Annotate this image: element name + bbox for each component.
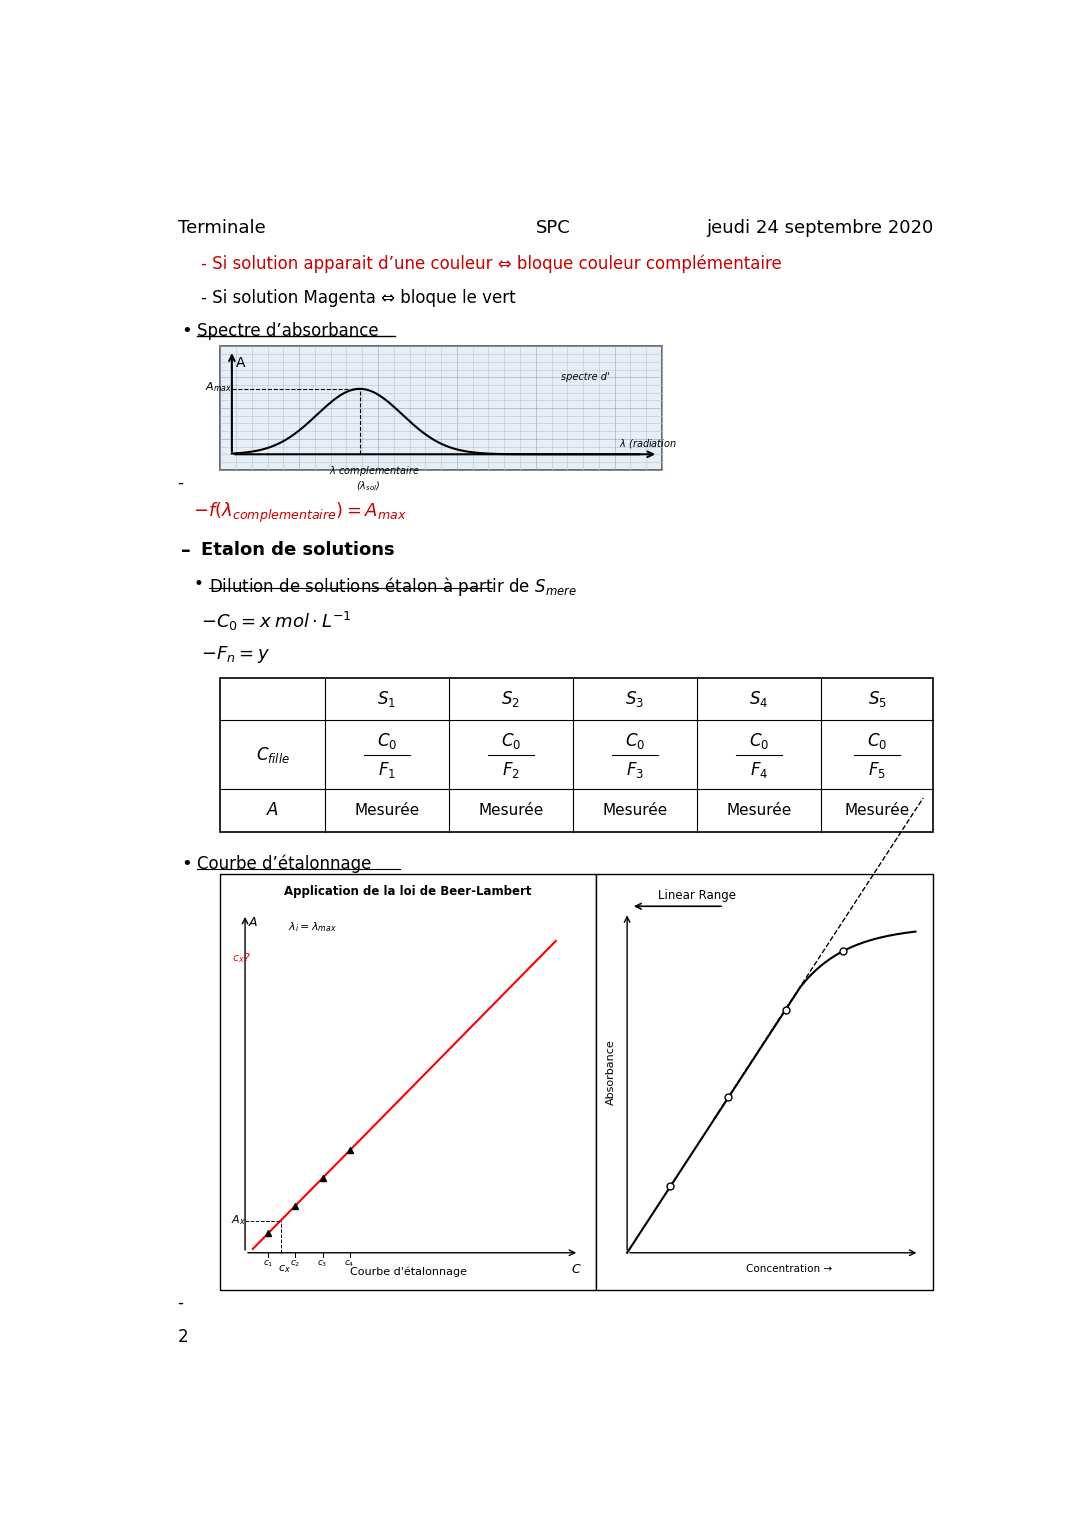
Text: $c_1$: $c_1$: [264, 1258, 273, 1269]
Text: $C_0$: $C_0$: [501, 731, 521, 751]
Text: $S_3$: $S_3$: [625, 689, 645, 709]
Text: C: C: [571, 1263, 580, 1275]
Text: Courbe d’étalonnage: Courbe d’étalonnage: [197, 855, 372, 873]
Text: $c_4$: $c_4$: [345, 1258, 355, 1269]
Bar: [220, 873, 596, 1290]
Text: Concentration →: Concentration →: [745, 1263, 832, 1274]
Text: - Si solution apparait d’une couleur ⇔ bloque couleur complémentaire: - Si solution apparait d’une couleur ⇔ b…: [201, 253, 782, 273]
Text: Absorbance: Absorbance: [606, 1038, 616, 1104]
Text: $c_x$: $c_x$: [279, 1263, 292, 1275]
Text: Terminale: Terminale: [177, 220, 266, 237]
Text: Courbe d'étalonnage: Courbe d'étalonnage: [350, 1266, 467, 1277]
Text: Spectre d’absorbance: Spectre d’absorbance: [197, 322, 379, 341]
Text: $A$: $A$: [266, 802, 279, 820]
Bar: [596, 873, 933, 1290]
Text: $- C_0 = x \; mol \cdot L^{-1}$: $- C_0 = x \; mol \cdot L^{-1}$: [201, 609, 352, 632]
Text: Dilution de solutions étalon à partir de $S_{mere}$: Dilution de solutions étalon à partir de…: [208, 576, 577, 599]
Text: - Si solution Magenta ⇔ bloque le vert: - Si solution Magenta ⇔ bloque le vert: [201, 289, 515, 307]
Text: $F_1$: $F_1$: [378, 760, 396, 780]
Text: $C_0$: $C_0$: [624, 731, 645, 751]
Text: $S_2$: $S_2$: [501, 689, 521, 709]
Text: $C_{fille}$: $C_{fille}$: [256, 745, 289, 765]
Text: jeudi 24 septembre 2020: jeudi 24 septembre 2020: [706, 220, 933, 237]
Text: •: •: [181, 322, 192, 341]
Text: A: A: [248, 916, 257, 928]
Text: $\lambda$ (radiation: $\lambda$ (radiation: [619, 437, 677, 450]
Text: $A_x$: $A_x$: [231, 1212, 246, 1226]
Text: Application de la loi de Beer-Lambert: Application de la loi de Beer-Lambert: [284, 884, 532, 898]
Text: $- f(\lambda_{complementaire}) = A_{max}$: $- f(\lambda_{complementaire}) = A_{max}…: [193, 501, 407, 525]
Text: $A_{max}$: $A_{max}$: [205, 380, 232, 394]
Text: $F_5$: $F_5$: [868, 760, 886, 780]
Text: $c_x$?: $c_x$?: [232, 951, 251, 965]
Text: $- F_n = y$: $- F_n = y$: [201, 644, 270, 666]
Text: Mesurée: Mesurée: [845, 803, 909, 818]
Text: $c_3$: $c_3$: [318, 1258, 327, 1269]
Text: $F_3$: $F_3$: [625, 760, 644, 780]
Text: Etalon de solutions: Etalon de solutions: [201, 541, 394, 559]
Text: Mesurée: Mesurée: [726, 803, 792, 818]
Text: -: -: [177, 1293, 184, 1312]
Text: $F_2$: $F_2$: [502, 760, 519, 780]
Text: •: •: [181, 855, 192, 872]
Text: $C_0$: $C_0$: [377, 731, 397, 751]
Text: spectre d': spectre d': [562, 373, 610, 382]
Text: $\lambda_i = \lambda_{max}$: $\lambda_i = \lambda_{max}$: [287, 921, 337, 935]
Text: 2: 2: [177, 1328, 188, 1347]
Text: Mesurée: Mesurée: [354, 803, 419, 818]
Text: •: •: [193, 576, 203, 592]
Text: Mesurée: Mesurée: [603, 803, 667, 818]
Text: $C_0$: $C_0$: [748, 731, 769, 751]
Bar: [220, 347, 662, 470]
Text: $\lambda$ complementaire: $\lambda$ complementaire: [328, 464, 419, 478]
Text: -: -: [177, 473, 184, 492]
Text: $S_5$: $S_5$: [867, 689, 887, 709]
Text: $C_0$: $C_0$: [867, 731, 887, 751]
Text: Linear Range: Linear Range: [658, 889, 735, 902]
Bar: [220, 678, 933, 832]
Text: Mesurée: Mesurée: [478, 803, 543, 818]
Text: $F_4$: $F_4$: [750, 760, 768, 780]
Text: $S_4$: $S_4$: [750, 689, 769, 709]
Text: A: A: [235, 356, 245, 370]
Text: ($\lambda_{sol}$): ($\lambda_{sol}$): [356, 479, 380, 493]
Text: –: –: [181, 541, 191, 560]
Text: SPC: SPC: [536, 220, 571, 237]
Text: $c_2$: $c_2$: [291, 1258, 300, 1269]
Text: $S_1$: $S_1$: [377, 689, 396, 709]
